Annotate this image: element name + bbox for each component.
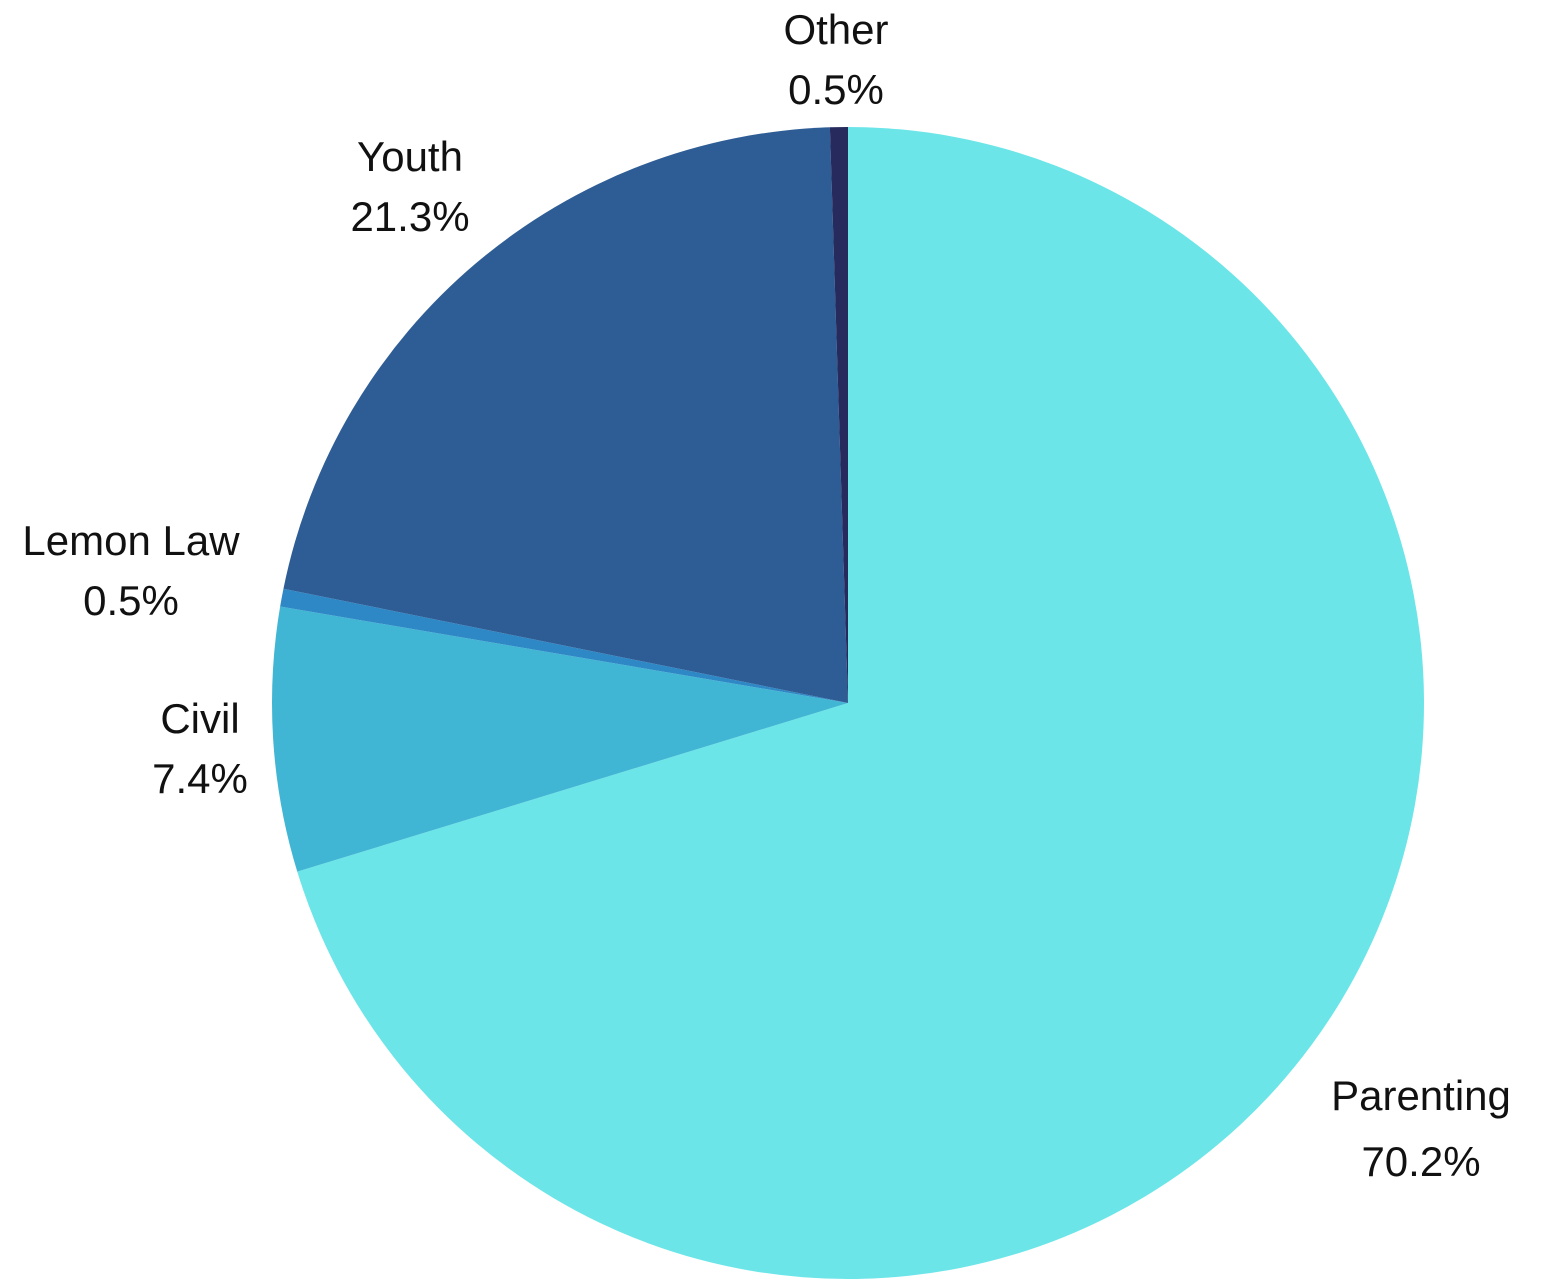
pie-slice-parenting bbox=[297, 127, 1425, 1279]
label-other-name: Other bbox=[783, 6, 889, 53]
label-parenting: Parenting 70.2% bbox=[1316, 1066, 1526, 1192]
pie-slices bbox=[272, 127, 1425, 1279]
label-civil-value: 7.4% bbox=[152, 755, 248, 802]
pie-slice-other bbox=[829, 127, 848, 703]
label-youth-name: Youth bbox=[357, 133, 463, 180]
label-youth: Youth 21.3% bbox=[340, 127, 480, 247]
pie-slice-civil bbox=[272, 606, 848, 872]
label-civil: Civil 7.4% bbox=[140, 689, 260, 809]
label-lemon-law: Lemon Law 0.5% bbox=[0, 511, 262, 631]
pie-slice-lemon-law bbox=[280, 588, 848, 703]
label-lemon-law-value: 0.5% bbox=[83, 577, 179, 624]
label-parenting-value: 70.2% bbox=[1361, 1138, 1481, 1185]
label-youth-value: 21.3% bbox=[350, 193, 470, 240]
pie-slice-youth bbox=[283, 127, 848, 703]
label-civil-name: Civil bbox=[160, 695, 240, 742]
label-lemon-law-name: Lemon Law bbox=[22, 517, 240, 564]
label-other: Other 0.5% bbox=[766, 0, 906, 120]
label-other-value: 0.5% bbox=[788, 66, 884, 113]
label-parenting-name: Parenting bbox=[1331, 1072, 1511, 1119]
